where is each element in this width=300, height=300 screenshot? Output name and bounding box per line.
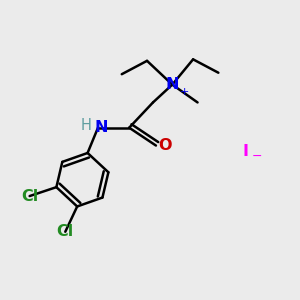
Text: Cl: Cl [21, 189, 38, 204]
Text: I: I [242, 144, 248, 159]
Text: H: H [81, 118, 92, 134]
Text: O: O [158, 138, 172, 153]
Text: −: − [252, 150, 262, 163]
Text: N: N [166, 77, 179, 92]
Text: Cl: Cl [57, 224, 74, 239]
Text: N: N [94, 120, 108, 135]
Text: +: + [180, 87, 190, 97]
